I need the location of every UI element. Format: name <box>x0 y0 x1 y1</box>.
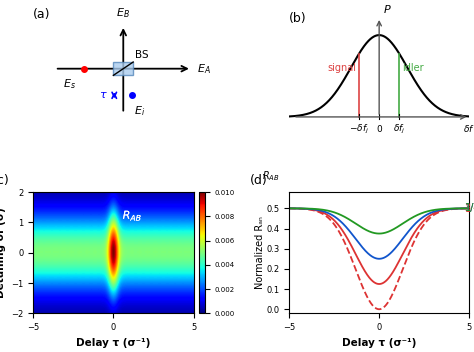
Text: (d): (d) <box>249 174 267 187</box>
Text: (c): (c) <box>0 174 10 187</box>
Text: (a): (a) <box>33 8 51 21</box>
Y-axis label: Detuning δf (σ): Detuning δf (σ) <box>0 207 6 298</box>
Text: 1/2: 1/2 <box>465 203 474 213</box>
X-axis label: Delay τ (σ⁻¹): Delay τ (σ⁻¹) <box>342 338 416 347</box>
Text: $-\delta f_j$: $-\delta f_j$ <box>349 122 369 136</box>
Text: $E_B$: $E_B$ <box>116 6 130 20</box>
Text: $E_i$: $E_i$ <box>134 104 145 118</box>
Text: $E_s$: $E_s$ <box>63 77 76 91</box>
Text: $P$: $P$ <box>383 3 392 15</box>
Text: $R_{AB}$: $R_{AB}$ <box>262 169 280 182</box>
Bar <box>113 62 133 75</box>
Text: 1/4: 1/4 <box>465 203 474 213</box>
Text: $\delta f_j$: $\delta f_j$ <box>393 122 405 136</box>
X-axis label: Delay τ (σ⁻¹): Delay τ (σ⁻¹) <box>76 338 151 347</box>
Text: $R_{AB}$: $R_{AB}$ <box>123 209 143 222</box>
Text: signal: signal <box>327 63 356 73</box>
Text: 3/4: 3/4 <box>465 203 474 213</box>
Text: BS: BS <box>135 50 149 60</box>
Text: 1: 1 <box>465 203 471 214</box>
Text: idler: idler <box>402 63 424 73</box>
Text: $0$: $0$ <box>375 122 383 134</box>
Text: (b): (b) <box>289 12 307 25</box>
Text: $\tau$: $\tau$ <box>99 90 108 100</box>
Text: $\delta f$: $\delta f$ <box>464 122 474 134</box>
Y-axis label: Normalized Rₐₙ: Normalized Rₐₙ <box>255 216 264 289</box>
Text: $E_A$: $E_A$ <box>197 62 211 76</box>
